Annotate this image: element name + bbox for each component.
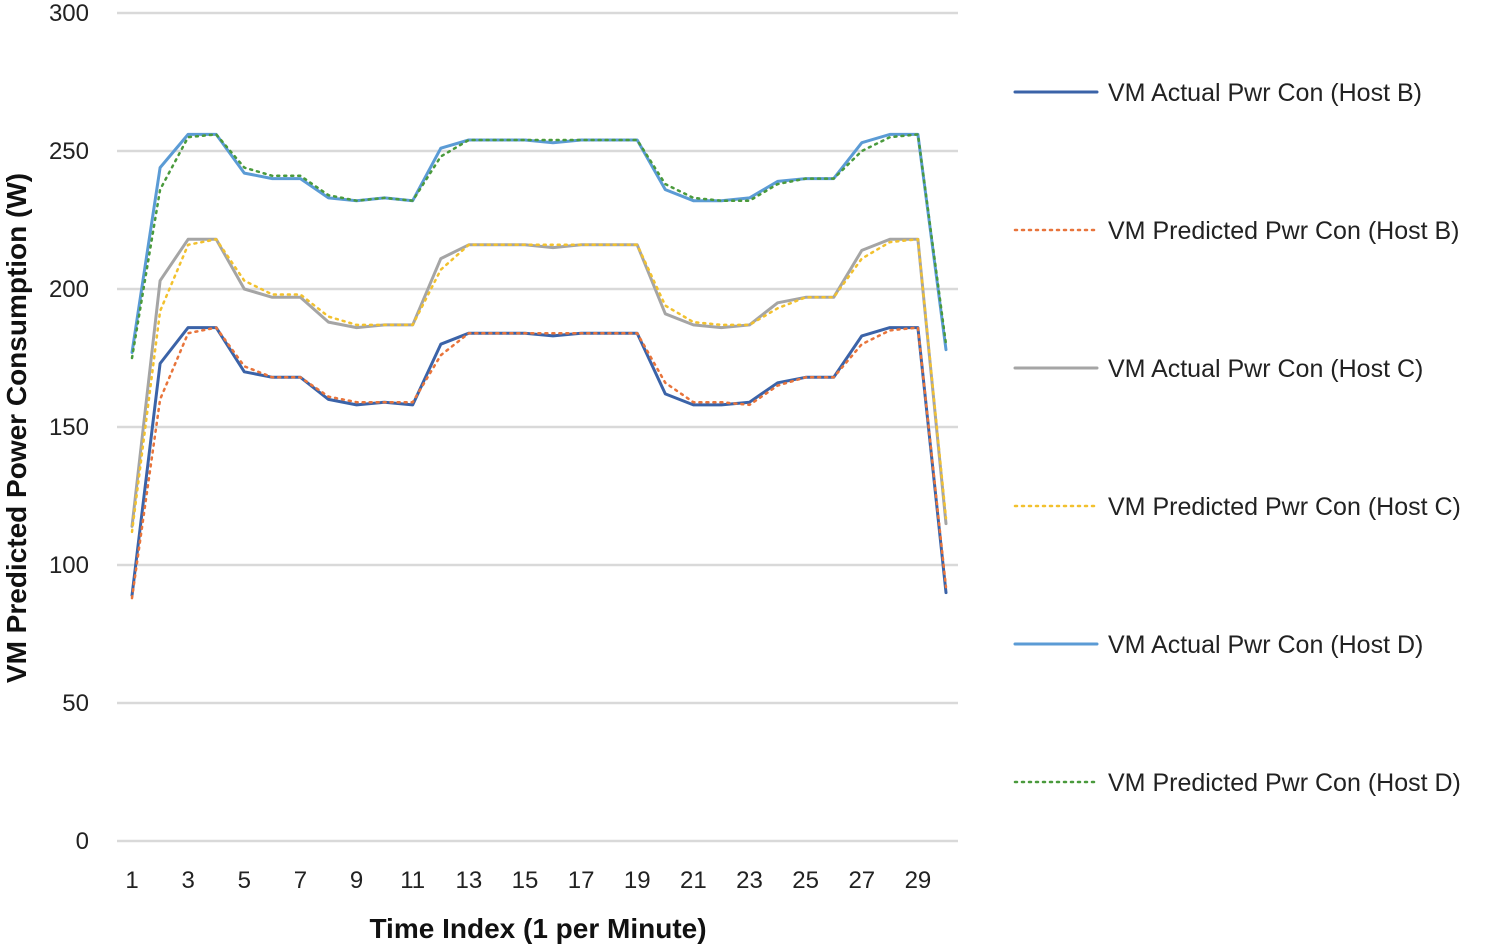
- legend: VM Actual Pwr Con (Host B) VM Predicted P…: [1013, 79, 1461, 797]
- x-tick-label: 17: [568, 867, 595, 894]
- x-tick-label: 25: [792, 867, 819, 894]
- x-tick-label: 3: [181, 867, 194, 894]
- x-tick-label: 7: [294, 867, 307, 894]
- x-tick-label: 15: [512, 867, 539, 894]
- y-tick-label: 0: [76, 828, 89, 855]
- y-axis-title: VM Predicted Power Consumption (W): [1, 173, 32, 683]
- x-tick-label: 19: [624, 867, 651, 894]
- x-axis-ticks: 1 3 5 7 9 11 13 15 17 19 21 23 25 27 29: [125, 867, 931, 894]
- series-line-4: [130, 238, 948, 534]
- series-line-2: [130, 326, 948, 600]
- y-tick-label: 150: [49, 414, 89, 441]
- legend-label: VM Predicted Pwr Con (Host B): [1108, 217, 1460, 245]
- series-lines: [130, 132, 948, 600]
- series-line-3: [130, 237, 948, 528]
- y-tick-label: 250: [49, 138, 89, 165]
- y-axis-ticks: 0 50 100 150 200 250 300: [49, 0, 89, 855]
- legend-label: VM Actual Pwr Con (Host C): [1108, 355, 1423, 383]
- legend-label: VM Actual Pwr Con (Host D): [1108, 631, 1423, 659]
- x-tick-label: 11: [400, 867, 425, 894]
- x-tick-label: 5: [238, 867, 251, 894]
- x-tick-label: 29: [905, 867, 932, 894]
- x-tick-label: 27: [848, 867, 875, 894]
- legend-label: VM Predicted Pwr Con (Host D): [1108, 769, 1461, 797]
- legend-entry: VM Actual Pwr Con (Host C): [1013, 355, 1423, 383]
- y-tick-label: 100: [49, 552, 89, 579]
- x-tick-label: 23: [736, 867, 763, 894]
- legend-entry: VM Actual Pwr Con (Host B): [1013, 79, 1422, 107]
- y-tick-label: 200: [49, 276, 89, 303]
- y-tick-label: 50: [62, 690, 89, 717]
- y-tick-label: 300: [49, 0, 89, 27]
- x-axis-title: Time Index (1 per Minute): [369, 913, 706, 944]
- x-tick-label: 13: [455, 867, 482, 894]
- legend-entry: VM Predicted Pwr Con (Host B): [1013, 217, 1460, 245]
- series-line-6: [130, 133, 948, 360]
- x-tick-label: 1: [125, 867, 138, 894]
- legend-label: VM Actual Pwr Con (Host B): [1108, 79, 1422, 107]
- legend-entry: VM Predicted Pwr Con (Host D): [1013, 769, 1461, 797]
- x-tick-label: 9: [350, 867, 363, 894]
- gridlines: [117, 11, 958, 843]
- legend-entry: VM Actual Pwr Con (Host D): [1013, 631, 1423, 659]
- legend-entry: VM Predicted Pwr Con (Host C): [1013, 493, 1461, 521]
- series-line-1: [130, 326, 948, 597]
- x-tick-label: 21: [680, 867, 707, 894]
- series-line-5: [130, 132, 948, 354]
- legend-label: VM Predicted Pwr Con (Host C): [1108, 493, 1461, 521]
